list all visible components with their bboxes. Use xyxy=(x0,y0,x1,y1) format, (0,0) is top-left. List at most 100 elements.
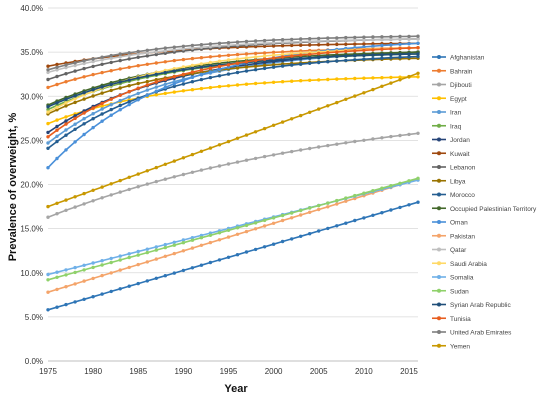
data-point xyxy=(181,65,186,69)
data-point xyxy=(190,88,195,92)
data-point xyxy=(290,57,294,61)
data-point xyxy=(253,58,258,63)
data-point xyxy=(154,245,158,249)
data-point xyxy=(136,262,140,267)
data-point xyxy=(91,117,95,121)
data-point xyxy=(46,70,50,75)
data-point xyxy=(280,218,285,223)
data-point xyxy=(271,242,276,246)
data-point xyxy=(64,128,68,132)
data-point xyxy=(73,205,77,209)
data-point xyxy=(208,55,213,59)
data-point xyxy=(64,119,68,123)
data-point xyxy=(407,34,411,39)
x-tick-label: 1980 xyxy=(84,367,102,376)
data-point xyxy=(317,43,321,47)
legend-swatch-marker xyxy=(437,343,441,348)
legend-swatch-marker xyxy=(437,165,441,169)
data-point xyxy=(398,205,402,210)
data-point xyxy=(73,140,77,144)
data-point xyxy=(335,59,339,63)
data-point xyxy=(217,231,222,235)
data-point xyxy=(280,38,285,42)
data-point xyxy=(308,206,312,210)
data-point xyxy=(154,257,158,261)
data-point xyxy=(181,82,186,86)
data-point xyxy=(244,56,249,60)
data-point xyxy=(308,43,312,47)
data-point xyxy=(326,39,330,43)
data-point xyxy=(181,44,186,48)
data-point xyxy=(136,172,140,176)
data-point xyxy=(55,68,59,72)
data-point xyxy=(127,95,131,99)
legend-label: Qatar xyxy=(450,247,467,254)
data-point xyxy=(299,40,303,44)
data-point xyxy=(100,185,104,189)
data-point xyxy=(407,132,411,137)
data-point xyxy=(253,130,258,134)
data-point xyxy=(280,239,285,244)
data-point xyxy=(73,61,77,65)
data-point xyxy=(344,199,348,203)
legend-item: Iraq xyxy=(432,123,462,130)
data-point xyxy=(398,181,402,185)
data-point xyxy=(64,273,68,277)
x-tick-label: 2015 xyxy=(400,367,418,376)
data-point xyxy=(109,107,113,112)
x-tick-label: 2010 xyxy=(355,367,373,376)
data-point xyxy=(362,216,366,220)
data-point xyxy=(389,43,393,47)
data-point xyxy=(280,50,285,54)
data-point xyxy=(145,62,149,66)
x-axis-ticks: 1975 1980 1985 1990 1995 2000 2005 2010 2015 xyxy=(39,367,418,376)
data-point xyxy=(190,75,195,80)
data-point xyxy=(55,108,59,112)
legend-item: Egypt xyxy=(432,96,467,103)
data-point xyxy=(362,138,366,142)
data-point xyxy=(217,59,222,63)
data-point xyxy=(55,65,59,70)
data-point xyxy=(308,39,312,44)
data-point xyxy=(262,245,267,249)
data-point xyxy=(136,281,140,286)
data-point xyxy=(73,97,77,101)
data-point xyxy=(416,71,420,76)
data-point xyxy=(154,179,158,184)
data-point xyxy=(172,84,176,89)
data-point xyxy=(217,44,222,48)
legend-swatch-marker xyxy=(437,302,441,307)
data-point xyxy=(407,37,411,41)
data-point xyxy=(344,77,348,81)
data-point xyxy=(181,249,186,253)
data-point xyxy=(244,133,249,137)
data-point xyxy=(299,208,303,213)
data-point xyxy=(109,260,113,265)
data-point xyxy=(91,188,95,192)
data-point xyxy=(371,76,375,80)
data-point xyxy=(208,85,213,90)
data-point xyxy=(109,88,113,93)
data-point xyxy=(380,186,384,190)
legend-item: Oman xyxy=(432,220,468,227)
data-point xyxy=(82,66,86,71)
data-point xyxy=(73,127,77,131)
data-point xyxy=(154,72,158,77)
data-point xyxy=(416,46,420,50)
data-point xyxy=(64,63,68,67)
series-egypt xyxy=(46,75,420,126)
data-point xyxy=(217,64,222,69)
data-point xyxy=(55,156,59,161)
data-point xyxy=(55,101,59,105)
data-point xyxy=(262,66,267,71)
data-point xyxy=(163,177,167,181)
data-point xyxy=(145,169,149,173)
data-point xyxy=(73,114,77,118)
y-axis-title: Prevalence of overweight, % xyxy=(7,113,19,262)
data-point xyxy=(190,152,195,157)
data-point xyxy=(163,85,167,90)
legend-swatch-marker xyxy=(437,96,441,101)
data-point xyxy=(118,67,122,71)
data-point xyxy=(46,135,50,139)
data-point xyxy=(136,98,140,102)
